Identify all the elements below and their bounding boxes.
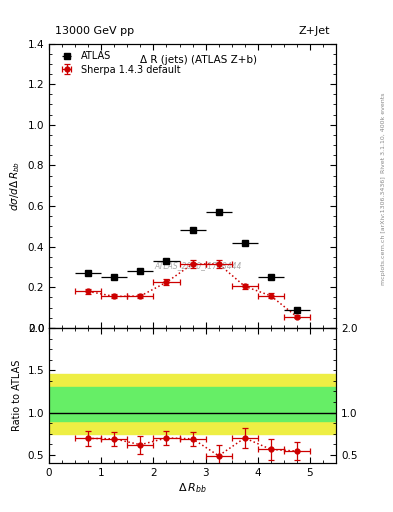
Text: Rivet 3.1.10, 400k events: Rivet 3.1.10, 400k events	[381, 93, 386, 174]
Text: mcplots.cern.ch [arXiv:1306.3436]: mcplots.cern.ch [arXiv:1306.3436]	[381, 176, 386, 285]
X-axis label: $\Delta\, R_{bb}$: $\Delta\, R_{bb}$	[178, 481, 207, 495]
Text: Z+Jet: Z+Jet	[299, 27, 330, 36]
Legend: ATLAS, Sherpa 1.4.3 default: ATLAS, Sherpa 1.4.3 default	[54, 48, 184, 78]
Y-axis label: $d\sigma/d\Delta\, R_{bb}$: $d\sigma/d\Delta\, R_{bb}$	[8, 161, 22, 211]
Text: ATLAS_2020_I1788444: ATLAS_2020_I1788444	[154, 261, 242, 270]
Bar	[49, 387, 336, 421]
Text: 13000 GeV pp: 13000 GeV pp	[55, 27, 134, 36]
Y-axis label: Ratio to ATLAS: Ratio to ATLAS	[12, 360, 22, 431]
Bar	[49, 374, 336, 434]
Text: Δ R (jets) (ATLAS Z+b): Δ R (jets) (ATLAS Z+b)	[140, 55, 257, 65]
